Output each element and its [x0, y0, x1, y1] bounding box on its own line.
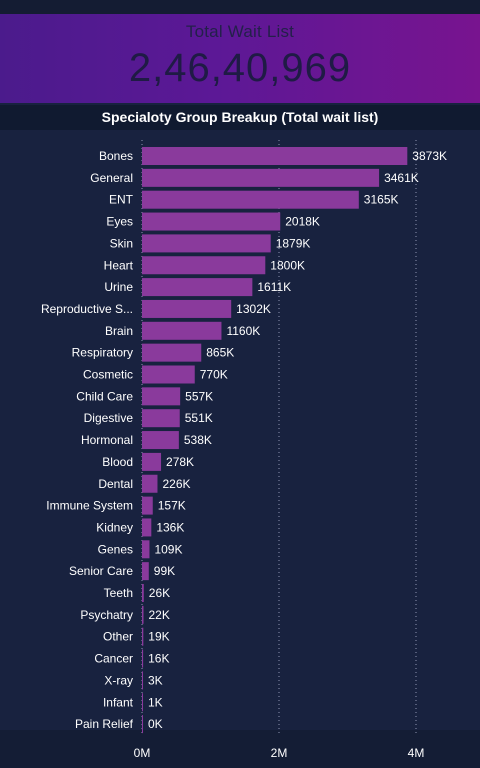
value-label: 3461K	[384, 171, 419, 185]
value-label: 538K	[184, 433, 212, 447]
category-label: Urine	[104, 280, 133, 294]
category-label: Senior Care	[69, 564, 133, 578]
bar	[142, 147, 408, 165]
value-label: 3K	[148, 673, 163, 687]
bar	[142, 212, 281, 231]
value-label: 3165K	[364, 193, 399, 207]
bar	[142, 452, 162, 471]
value-label: 226K	[162, 477, 190, 491]
value-label: 1160K	[226, 324, 260, 338]
value-label: 0K	[148, 717, 163, 731]
chart-title: Specialoty Group Breakup (Total wait lis…	[101, 109, 379, 125]
bar	[142, 605, 144, 624]
x-tick-label: 2M	[271, 746, 288, 760]
bar	[142, 474, 158, 493]
bar	[142, 168, 380, 187]
bar	[142, 321, 222, 340]
bar	[142, 518, 152, 537]
category-label: Pain Relief	[75, 717, 134, 731]
chart-title-bar: Specialoty Group Breakup (Total wait lis…	[0, 105, 480, 130]
category-label: Digestive	[84, 411, 134, 425]
value-label: 26K	[149, 586, 170, 600]
bar	[142, 496, 153, 515]
value-label: 770K	[200, 368, 228, 382]
bar	[142, 299, 232, 318]
bar	[142, 584, 144, 602]
bar	[142, 256, 266, 275]
bar	[142, 715, 143, 734]
bar	[142, 409, 180, 428]
top-bar	[0, 0, 480, 14]
category-label: Kidney	[96, 520, 133, 534]
category-label: Immune System	[46, 499, 133, 513]
bar	[142, 343, 202, 362]
category-label: Blood	[102, 455, 133, 469]
bar	[142, 671, 143, 690]
category-label: Bones	[99, 149, 133, 163]
value-label: 278K	[166, 455, 194, 469]
category-label: Cosmetic	[83, 368, 133, 382]
value-label: 22K	[149, 608, 170, 622]
category-label: Infant	[103, 695, 134, 709]
value-label: 1611K	[257, 280, 291, 294]
category-label: Brain	[105, 324, 133, 338]
kpi-card: Total Wait List 2,46,40,969	[0, 14, 480, 103]
bar	[142, 627, 144, 646]
category-label: Psychatry	[80, 608, 133, 622]
value-label: 16K	[148, 652, 169, 666]
category-label: Child Care	[76, 389, 133, 403]
value-label: 157K	[158, 499, 186, 513]
category-label: Respiratory	[72, 346, 133, 360]
category-label: Hormonal	[81, 433, 133, 447]
value-label: 109K	[154, 542, 182, 556]
category-label: X-ray	[104, 673, 133, 687]
bar	[142, 649, 144, 668]
category-label: Eyes	[106, 215, 133, 229]
category-label: Heart	[104, 258, 134, 272]
category-label: Teeth	[104, 586, 133, 600]
x-tick-label: 4M	[408, 746, 425, 760]
value-label: 557K	[185, 389, 213, 403]
value-label: 1800K	[270, 258, 305, 272]
bar	[142, 540, 150, 559]
category-label: ENT	[109, 193, 134, 207]
value-label: 1879K	[276, 236, 311, 250]
value-label: 2018K	[285, 215, 320, 229]
category-label: Reproductive S...	[41, 302, 133, 316]
value-label: 19K	[148, 630, 169, 644]
category-label: Genes	[98, 542, 133, 556]
category-label: General	[90, 171, 133, 185]
category-label: Skin	[110, 236, 133, 250]
bar	[142, 431, 179, 450]
value-label: 99K	[154, 564, 175, 578]
bar	[142, 562, 149, 581]
category-label: Other	[103, 630, 133, 644]
bar	[142, 387, 181, 406]
x-tick-label: 0M	[134, 746, 151, 760]
bar	[142, 365, 195, 384]
value-label: 1302K	[236, 302, 271, 316]
value-label: 1K	[148, 695, 163, 709]
category-label: Dental	[98, 477, 133, 491]
bar	[142, 234, 271, 253]
category-label: Cancer	[94, 652, 133, 666]
value-label: 865K	[206, 346, 234, 360]
value-label: 136K	[156, 520, 184, 534]
bar	[142, 278, 253, 297]
value-label: 551K	[185, 411, 213, 425]
kpi-value: 2,46,40,969	[128, 46, 352, 90]
bar	[142, 190, 359, 209]
kpi-title: Total Wait List	[185, 22, 295, 41]
x-axis-band	[0, 730, 480, 768]
value-label: 3873K	[412, 149, 447, 163]
bar	[142, 693, 143, 712]
